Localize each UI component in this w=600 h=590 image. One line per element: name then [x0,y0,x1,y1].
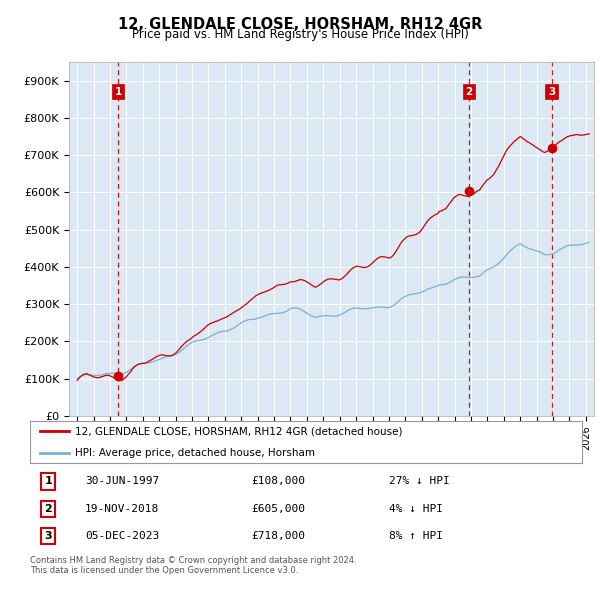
Text: 30-JUN-1997: 30-JUN-1997 [85,477,160,487]
Text: 4% ↓ HPI: 4% ↓ HPI [389,504,443,514]
Text: 12, GLENDALE CLOSE, HORSHAM, RH12 4GR: 12, GLENDALE CLOSE, HORSHAM, RH12 4GR [118,17,482,31]
Text: £605,000: £605,000 [251,504,305,514]
Text: 1: 1 [115,87,122,97]
Text: 12, GLENDALE CLOSE, HORSHAM, RH12 4GR (detached house): 12, GLENDALE CLOSE, HORSHAM, RH12 4GR (d… [75,427,403,436]
Text: 19-NOV-2018: 19-NOV-2018 [85,504,160,514]
Text: HPI: Average price, detached house, Horsham: HPI: Average price, detached house, Hors… [75,448,315,457]
Text: 2: 2 [44,504,52,514]
Text: 27% ↓ HPI: 27% ↓ HPI [389,477,449,487]
Text: £718,000: £718,000 [251,531,305,541]
Text: 05-DEC-2023: 05-DEC-2023 [85,531,160,541]
Text: 3: 3 [548,87,555,97]
Text: 2: 2 [466,87,473,97]
Text: 8% ↑ HPI: 8% ↑ HPI [389,531,443,541]
Text: Contains HM Land Registry data © Crown copyright and database right 2024.: Contains HM Land Registry data © Crown c… [30,556,356,565]
Text: Price paid vs. HM Land Registry's House Price Index (HPI): Price paid vs. HM Land Registry's House … [131,28,469,41]
Text: 3: 3 [44,531,52,541]
Text: This data is licensed under the Open Government Licence v3.0.: This data is licensed under the Open Gov… [30,566,298,575]
Text: £108,000: £108,000 [251,477,305,487]
Text: 1: 1 [44,477,52,487]
